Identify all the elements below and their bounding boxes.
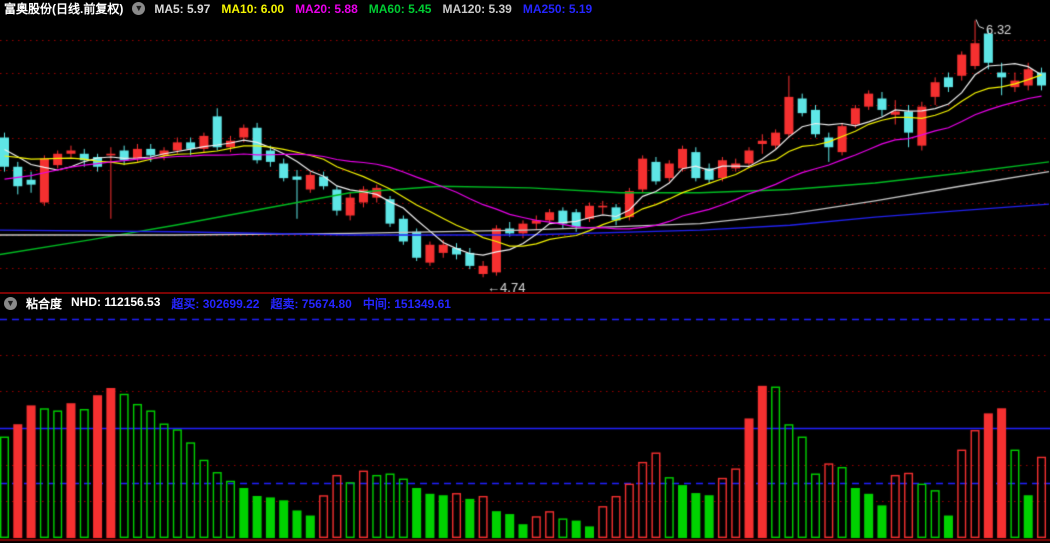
ma-legend-item-3: MA60: 5.45 [368,1,432,16]
indicator-header: ▼ 粘合度 NHD: 112156.53 超买: 302699.22 超卖: 756… [0,295,1050,312]
main-chart-header: 富奥股份(日线.前复权) ▼ MA5: 5.97 MA10: 6.00 MA20: … [0,0,1050,17]
indicator-legend-item-3: 中间: 151349.61 [362,297,451,311]
collapse-indicator-icon[interactable]: ▼ [4,297,17,310]
indicator-name: 粘合度 [26,297,63,311]
collapse-main-chart-icon[interactable]: ▼ [132,2,146,15]
ma-legend-item-5: MA250: 5.19 [522,1,593,16]
ma-legend-item-1: MA10: 6.00 [221,1,285,16]
stock-title: 富奥股份(日线.前复权) [4,2,124,16]
ma-legend-item-4: MA120: 5.39 [442,1,512,16]
indicator-chart-canvas[interactable] [0,313,1050,543]
panel-divider [0,292,1050,294]
indicator-legend-item-1: 超买: 302699.22 [171,297,260,311]
ma-legend-item-0: MA5: 5.97 [154,1,211,16]
ma-legend: MA5: 5.97 MA10: 6.00 MA20: 5.88 MA60: 5.45 M… [154,2,592,16]
ma-legend-item-2: MA20: 5.88 [295,1,358,16]
indicator-legend-item-2: 超卖: 75674.80 [270,297,352,311]
indicator-legend: NHD: 112156.53 超买: 302699.22 超卖: 75674.80 中… [71,295,451,312]
candlestick-chart-canvas[interactable] [0,17,1050,292]
indicator-legend-item-0: NHD: 112156.53 [71,295,161,309]
